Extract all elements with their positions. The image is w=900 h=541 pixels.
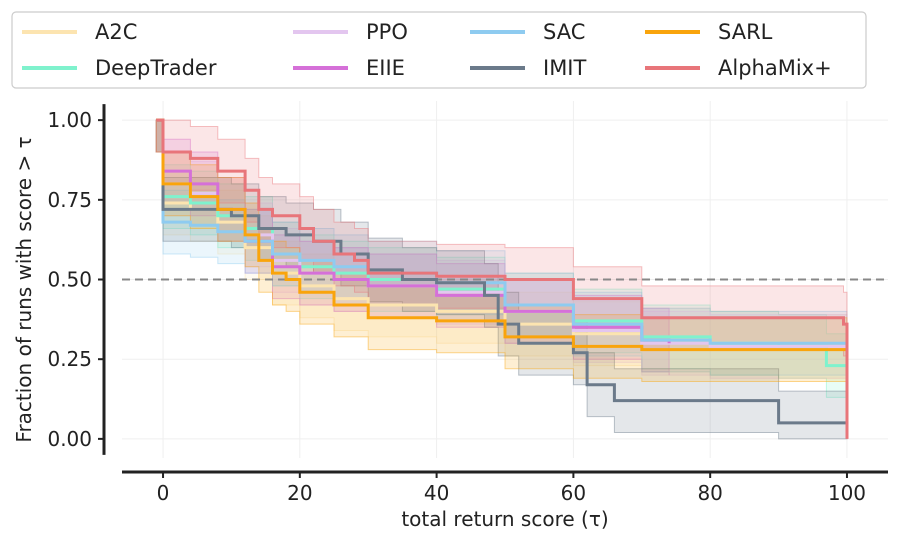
xtick-label-4: 80 [697,481,722,505]
xtick-label-0: 0 [157,481,170,505]
legend-label-a2c: A2C [95,20,137,44]
y-ticks: 0.00 0.25 0.50 0.75 1.00 [47,108,104,451]
x-ticks: 0 20 40 60 80 100 [157,472,866,505]
series-line-alphamix- [156,118,849,439]
legend-label-deeptrader: DeepTrader [95,56,217,80]
ytick-label-4: 1.00 [47,108,92,132]
legend-label-eiie: EIIE [366,56,405,80]
legend-label-sac: SAC [543,20,585,44]
ytick-label-1: 0.25 [47,347,92,371]
series-lines [156,118,849,439]
y-axis-label: Fraction of runs with score > τ [12,136,36,442]
xtick-label-5: 100 [828,481,866,505]
xtick-label-1: 20 [287,481,312,505]
xtick-label-2: 40 [424,481,449,505]
series-line-imit [156,118,847,425]
x-axis-label: total return score (τ) [401,507,608,531]
ytick-label-2: 0.50 [47,268,92,292]
legend-label-imit: IMIT [543,56,587,80]
legend-label-ppo: PPO [366,20,408,44]
series-line-sac [156,118,847,345]
ytick-label-0: 0.00 [47,427,92,451]
legend-label-sarl: SARL [718,20,773,44]
band-a2c [155,119,848,382]
ytick-label-3: 0.75 [47,188,92,212]
legend-label-alphamix-: AlphaMix+ [718,56,832,80]
series-line-sarl [156,118,847,352]
xtick-label-3: 60 [561,481,586,505]
legend: A2C DeepTrader PPO EIIE SAC IMIT SARL AlphaMix+ [11,11,867,89]
